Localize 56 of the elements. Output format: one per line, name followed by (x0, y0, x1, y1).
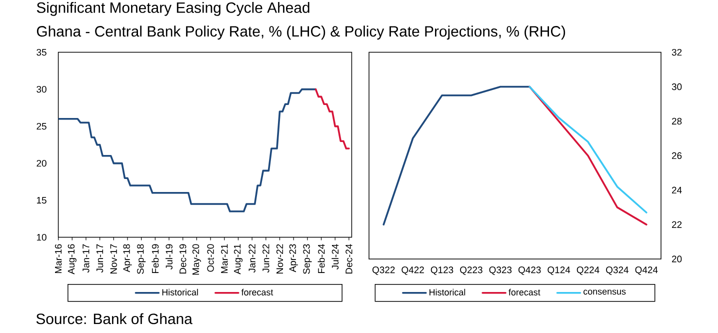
y-tick-label: 26 (672, 152, 682, 159)
x-tick-label: Jan-22 (248, 244, 256, 273)
y-tick-label: 20 (672, 256, 682, 262)
x-tick-label: Jul-19 (166, 244, 172, 270)
x-tick-label: Feb-24 (318, 244, 325, 274)
x-tick-label: Apr-23 (289, 244, 298, 272)
x-tick-label: Feb-19 (152, 244, 159, 274)
x-tick-label: Sep-18 (137, 244, 146, 274)
x-tick-label: Nov-17 (110, 244, 117, 274)
line-series (58, 88, 317, 212)
x-tick-label: Aug-16 (68, 244, 76, 274)
x-tick-label: Jan-17 (82, 244, 90, 273)
x-tick-label: Jul-24 (332, 244, 339, 270)
y-tick-label: 30 (672, 83, 682, 90)
x-tick-label: Q224 (576, 266, 600, 275)
x-tick-label: Q123 (430, 266, 454, 275)
x-tick-label: Jun-17 (96, 244, 104, 273)
x-tick-label: Q324 (606, 266, 628, 275)
legend-label: Historical (162, 288, 198, 296)
y-tick-label: 25 (36, 122, 46, 130)
x-tick-label: Q424 (635, 266, 658, 275)
y-tick-label: 10 (36, 234, 46, 241)
x-tick-label: Dec-19 (180, 244, 186, 274)
x-tick-label: May-20 (192, 244, 201, 275)
line-series (382, 86, 531, 226)
y-tick-label: 20 (36, 160, 46, 167)
chart-subtitle: Ghana - Central Bank Policy Rate, % (LHC) & Policy Rate Projections, % (RHC) (36, 26, 566, 40)
line-series (314, 88, 350, 150)
x-tick-label: Aug-21 (234, 244, 243, 274)
legend-label: consensus (584, 290, 626, 295)
x-tick-label: Nov-22 (276, 244, 284, 274)
x-tick-label: Q124 (548, 266, 570, 275)
x-tick-label: Oct-20 (207, 244, 214, 272)
x-tick-label: Q322 (372, 266, 395, 275)
x-tick-label: Q223 (460, 266, 482, 275)
x-tick-label: Apr-18 (123, 244, 132, 272)
legend-label: forecast (241, 288, 274, 296)
x-tick-label: Dec-24 (346, 244, 352, 274)
y-tick-label: 24 (672, 186, 682, 194)
x-tick-label: Q423 (518, 266, 541, 275)
x-tick-label: Mar-16 (54, 244, 62, 274)
y-tick-label: 15 (36, 196, 46, 204)
y-tick-label: 32 (672, 48, 682, 56)
chart-title: Significant Monetary Easing Cycle Ahead (36, 2, 310, 16)
legend-label: forecast (508, 288, 540, 296)
y-tick-label: 28 (672, 118, 682, 125)
legend-label: Historical (430, 288, 466, 296)
y-tick-label: 30 (36, 86, 46, 93)
x-tick-label: Jun-22 (262, 244, 270, 273)
x-tick-label: Q422 (402, 266, 424, 275)
x-tick-label: Q323 (489, 266, 512, 275)
x-tick-label: Sep-23 (303, 244, 312, 274)
y-tick-label: 22 (672, 221, 682, 228)
x-tick-label: Mar-21 (221, 244, 228, 274)
source-note: Source: Bank of Ghana (36, 313, 192, 324)
y-tick-label: 35 (36, 48, 46, 56)
